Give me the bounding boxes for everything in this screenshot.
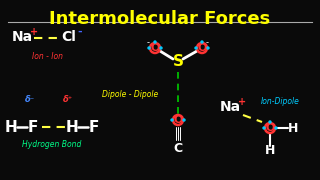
Circle shape bbox=[154, 41, 156, 43]
Circle shape bbox=[263, 127, 265, 129]
Text: H: H bbox=[265, 144, 276, 157]
Text: Cl: Cl bbox=[61, 30, 76, 44]
Text: O: O bbox=[265, 123, 275, 133]
Text: Hydrogen Bond: Hydrogen Bond bbox=[22, 140, 82, 149]
Circle shape bbox=[183, 119, 185, 121]
Text: H: H bbox=[288, 122, 298, 135]
Text: -: - bbox=[77, 27, 82, 37]
Text: Ion-Dipole: Ion-Dipole bbox=[260, 97, 300, 106]
Text: +: + bbox=[238, 97, 246, 107]
Circle shape bbox=[160, 47, 162, 49]
Circle shape bbox=[201, 41, 203, 43]
Circle shape bbox=[275, 127, 277, 129]
Text: C: C bbox=[173, 142, 183, 155]
Text: S: S bbox=[172, 55, 183, 69]
Text: H: H bbox=[66, 120, 79, 135]
Circle shape bbox=[195, 47, 197, 49]
Text: δ⁺: δ⁺ bbox=[63, 95, 73, 104]
Text: δ⁻: δ⁻ bbox=[25, 95, 35, 104]
Circle shape bbox=[269, 121, 271, 123]
Text: F: F bbox=[89, 120, 100, 135]
Text: Na: Na bbox=[12, 30, 33, 44]
Text: Dipole - Dipole: Dipole - Dipole bbox=[102, 90, 158, 99]
Text: F: F bbox=[28, 120, 38, 135]
Text: O: O bbox=[197, 43, 207, 53]
Circle shape bbox=[207, 47, 209, 49]
Text: Intermolecular Forces: Intermolecular Forces bbox=[49, 10, 271, 28]
Text: +: + bbox=[30, 27, 38, 37]
Text: -: - bbox=[205, 38, 209, 47]
Circle shape bbox=[148, 47, 150, 49]
Text: Ion - Ion: Ion - Ion bbox=[33, 52, 63, 61]
Text: O: O bbox=[173, 115, 183, 125]
Circle shape bbox=[171, 119, 173, 121]
Text: O: O bbox=[150, 43, 160, 53]
Text: H: H bbox=[5, 120, 18, 135]
Text: Na: Na bbox=[220, 100, 241, 114]
Text: -: - bbox=[147, 38, 149, 47]
